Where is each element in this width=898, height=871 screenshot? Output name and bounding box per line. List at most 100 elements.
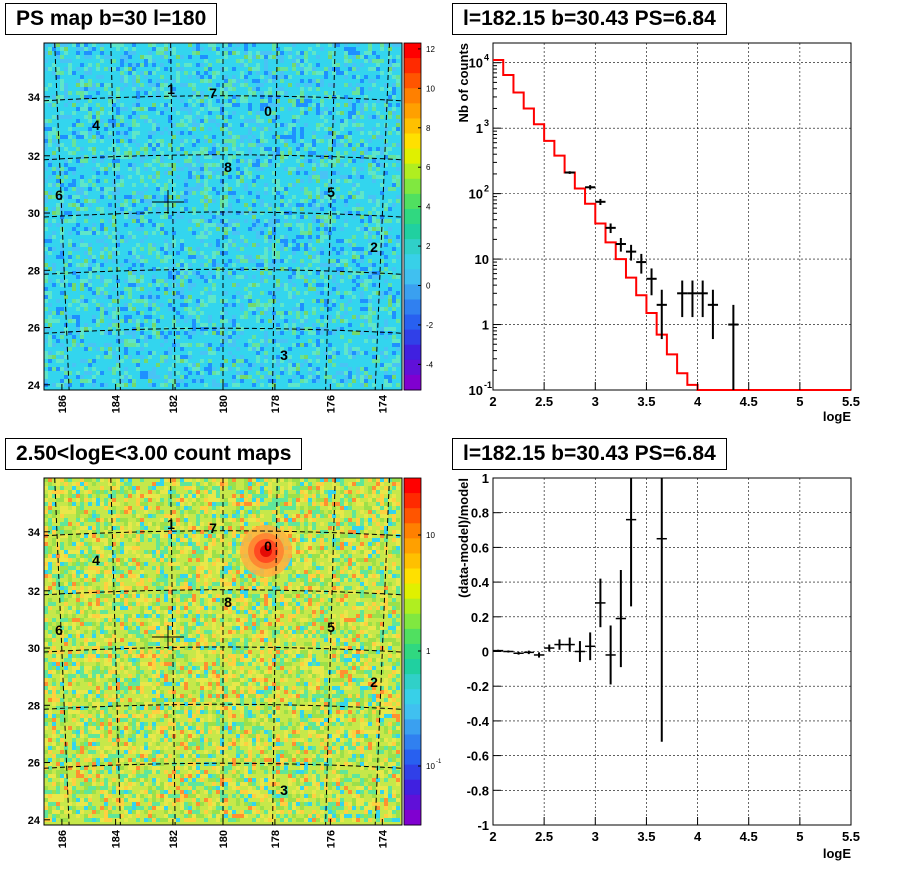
- heatmap-cell: [336, 570, 340, 574]
- heatmap-cell: [320, 123, 324, 127]
- heatmap-cell: [84, 379, 88, 383]
- heatmap-cell: [232, 478, 236, 482]
- heatmap-cell: [160, 191, 164, 195]
- heatmap-cell: [244, 287, 248, 291]
- heatmap-cell: [140, 331, 144, 335]
- heatmap-cell: [104, 247, 108, 251]
- heatmap-cell: [52, 383, 56, 387]
- heatmap-cell: [112, 482, 116, 486]
- heatmap-cell: [372, 283, 376, 287]
- heatmap-cell: [192, 546, 196, 550]
- heatmap-cell: [324, 538, 328, 542]
- heatmap-cell: [304, 315, 308, 319]
- heatmap-cell: [120, 235, 124, 239]
- heatmap-cell: [200, 215, 204, 219]
- heatmap-cell: [64, 478, 68, 482]
- heatmap-cell: [332, 143, 336, 147]
- heatmap-cell: [68, 566, 72, 570]
- heatmap-cell: [188, 311, 192, 315]
- heatmap-cell: [256, 219, 260, 223]
- heatmap-cell: [168, 562, 172, 566]
- heatmap-cell: [148, 550, 152, 554]
- heatmap-cell: [308, 287, 312, 291]
- heatmap-cell: [60, 43, 64, 47]
- heatmap-cell: [64, 95, 68, 99]
- heatmap-cell: [160, 550, 164, 554]
- heatmap-cell: [112, 494, 116, 498]
- heatmap-cell: [108, 187, 112, 191]
- heatmap-cell: [160, 47, 164, 51]
- heatmap-cell: [336, 263, 340, 267]
- heatmap-cell: [104, 490, 108, 494]
- heatmap-cell: [60, 191, 64, 195]
- heatmap-cell: [244, 83, 248, 87]
- heatmap-cell: [168, 498, 172, 502]
- heatmap-cell: [344, 538, 348, 542]
- heatmap-cell: [240, 506, 244, 510]
- heatmap-cell: [172, 490, 176, 494]
- heatmap-cell: [84, 570, 88, 574]
- heatmap-cell: [216, 271, 220, 275]
- heatmap-cell: [132, 510, 136, 514]
- heatmap-cell: [140, 263, 144, 267]
- heatmap-cell: [392, 83, 396, 87]
- heatmap-cell: [176, 111, 180, 115]
- heatmap-cell: [296, 343, 300, 347]
- heatmap-cell: [88, 371, 92, 375]
- heatmap-cell: [284, 267, 288, 271]
- heatmap-cell: [372, 83, 376, 87]
- heatmap-cell: [76, 558, 80, 562]
- heatmap-cell: [188, 542, 192, 546]
- heatmap-cell: [116, 323, 120, 327]
- heatmap-cell: [132, 235, 136, 239]
- heatmap-cell: [288, 279, 292, 283]
- heatmap-cell: [324, 91, 328, 95]
- heatmap-cell: [236, 95, 240, 99]
- heatmap-cell: [60, 199, 64, 203]
- heatmap-cell: [84, 279, 88, 283]
- heatmap-cell: [236, 510, 240, 514]
- heatmap-cell: [192, 47, 196, 51]
- ps-colorbar-tick-label: 10: [426, 84, 435, 93]
- heatmap-cell: [144, 107, 148, 111]
- heatmap-cell: [264, 63, 268, 67]
- heatmap-cell: [204, 327, 208, 331]
- heatmap-cell: [284, 135, 288, 139]
- heatmap-cell: [156, 279, 160, 283]
- heatmap-cell: [104, 534, 108, 538]
- heatmap-cell: [148, 514, 152, 518]
- heatmap-cell: [100, 263, 104, 267]
- heatmap-cell: [64, 347, 68, 351]
- heatmap-cell: [80, 83, 84, 87]
- heatmap-cell: [320, 215, 324, 219]
- heatmap-cell: [124, 151, 128, 155]
- heatmap-cell: [212, 494, 216, 498]
- heatmap-cell: [268, 307, 272, 311]
- heatmap-cell: [320, 482, 324, 486]
- heatmap-cell: [348, 195, 352, 199]
- heatmap-cell: [208, 363, 212, 367]
- heatmap-cell: [312, 79, 316, 83]
- heatmap-cell: [160, 542, 164, 546]
- heatmap-cell: [136, 79, 140, 83]
- heatmap-cell: [84, 534, 88, 538]
- heatmap-cell: [84, 482, 88, 486]
- ps-colorbar-tick-label: 0: [426, 282, 431, 291]
- heatmap-cell: [148, 107, 152, 111]
- heatmap-cell: [244, 183, 248, 187]
- heatmap-cell: [152, 550, 156, 554]
- heatmap-cell: [348, 518, 352, 522]
- heatmap-cell: [116, 578, 120, 582]
- heatmap-cell: [180, 131, 184, 135]
- heatmap-cell: [72, 550, 76, 554]
- heatmap-cell: [56, 71, 60, 75]
- heatmap-cell: [220, 331, 224, 335]
- heatmap-cell: [124, 347, 128, 351]
- heatmap-cell: [376, 486, 380, 490]
- heatmap-cell: [252, 303, 256, 307]
- heatmap-cell: [296, 371, 300, 375]
- heatmap-cell: [392, 163, 396, 167]
- heatmap-cell: [184, 566, 188, 570]
- heatmap-cell: [132, 486, 136, 490]
- heatmap-cell: [128, 526, 132, 530]
